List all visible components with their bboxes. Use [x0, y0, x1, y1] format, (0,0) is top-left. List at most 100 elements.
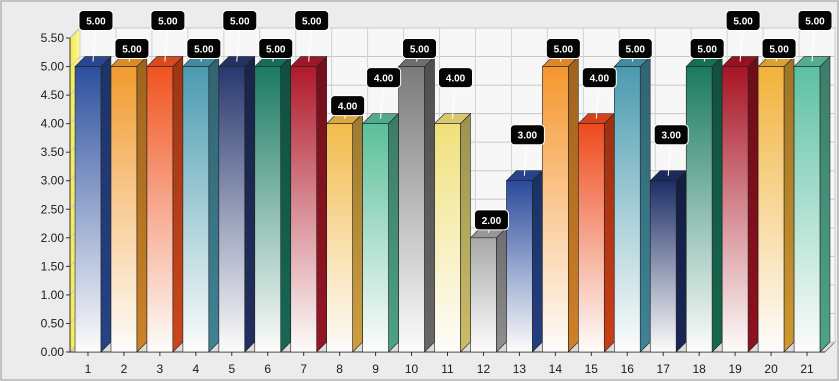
bar-front: [649, 180, 677, 353]
x-tick-label: 9: [372, 362, 379, 376]
data-label: 4.00: [330, 95, 366, 119]
x-tick-label: 17: [657, 362, 671, 376]
x-tick-label: 6: [264, 362, 271, 376]
bar: [577, 112, 615, 353]
y-tick-label: 1.50: [41, 259, 65, 273]
x-tick-label: 18: [692, 362, 706, 376]
bar: [218, 55, 256, 353]
bar-front: [757, 66, 785, 353]
data-label: 5.00: [222, 10, 258, 62]
x-tick-label: 4: [192, 362, 199, 376]
x-tick-label: 20: [764, 362, 778, 376]
y-tick-label: 5.00: [41, 60, 65, 74]
data-label: 5.00: [114, 38, 150, 62]
x-tick-label: 5: [228, 362, 235, 376]
data-label-box: [581, 67, 617, 89]
x-tick-label: 1: [85, 362, 92, 376]
bar-side: [532, 170, 543, 353]
bar: [290, 55, 328, 353]
data-label: 5.00: [725, 10, 761, 62]
bar-side: [819, 55, 831, 353]
bar-side: [424, 55, 435, 353]
bar-side: [711, 55, 723, 353]
data-label-box: [797, 10, 833, 32]
x-tick-label: 13: [513, 362, 527, 376]
data-label: 5.00: [294, 10, 330, 62]
data-label-text: 5.00: [194, 45, 214, 56]
x-tick-label: 8: [336, 362, 343, 376]
bar: [361, 112, 400, 353]
data-label-box: [222, 10, 258, 32]
data-label-text: 5.00: [158, 17, 178, 28]
x-tick-label: 10: [405, 362, 419, 376]
bar-side: [460, 112, 471, 353]
bar-front: [434, 123, 461, 353]
x-tick-label: 14: [549, 362, 563, 376]
bar-front: [506, 180, 533, 353]
data-label-box: [545, 38, 581, 60]
data-label-text: 5.00: [266, 45, 286, 56]
y-tick-label: 4.00: [41, 117, 65, 131]
data-label-text: 4.00: [446, 74, 466, 85]
data-label-box: [653, 124, 689, 146]
y-tick-label: 3.50: [41, 145, 65, 159]
bar: [325, 112, 364, 353]
bar: [254, 55, 292, 353]
data-label-box: [725, 10, 761, 32]
data-label-text: 4.00: [590, 74, 610, 85]
data-label-box: [761, 38, 797, 60]
data-label: 5.00: [150, 10, 186, 62]
bar-side: [280, 55, 291, 353]
bar-side: [675, 170, 687, 353]
x-tick-label: 16: [621, 362, 635, 376]
bar: [685, 55, 723, 353]
y-tick-label: 2.00: [41, 231, 65, 245]
x-tick-label: 21: [800, 362, 814, 376]
data-label-text: 5.00: [626, 45, 646, 56]
y-tick-label: 0.50: [41, 316, 65, 330]
data-label-box: [186, 38, 222, 60]
data-label: 4.00: [438, 67, 473, 119]
data-label: 5.00: [689, 38, 725, 62]
bar-front: [614, 66, 641, 353]
grid-line-diag: [69, 27, 81, 39]
bar-side: [136, 55, 148, 353]
x-tick-label: 2: [121, 362, 128, 376]
bar-front: [542, 66, 569, 353]
data-label-box: [294, 10, 330, 32]
bar: [146, 55, 184, 353]
bar-side: [603, 112, 615, 353]
x-tick-label: 7: [300, 362, 307, 376]
data-label-text: 4.00: [338, 102, 358, 113]
data-label-text: 4.00: [374, 74, 394, 85]
bar-front: [182, 66, 210, 353]
x-tick-label: 19: [728, 362, 742, 376]
data-label: 5.00: [797, 10, 833, 62]
data-label-box: [473, 209, 509, 231]
x-tick-label: 3: [157, 362, 164, 376]
data-label-box: [402, 38, 438, 60]
bar-side: [208, 55, 220, 353]
bar-front: [74, 66, 102, 353]
y-tick-label: 3.00: [41, 174, 65, 188]
y-tick-label: 4.50: [41, 88, 65, 102]
data-label: 4.00: [581, 67, 617, 119]
data-label: 3.00: [653, 124, 689, 176]
bar-side: [639, 55, 651, 353]
bar-front: [146, 66, 174, 353]
grid-line-diag: [69, 56, 81, 67]
bar: [182, 55, 220, 353]
bar: [541, 55, 580, 353]
bar-side: [316, 55, 327, 353]
bar-side: [496, 227, 507, 353]
data-label: 4.00: [366, 67, 402, 119]
bar: [505, 170, 544, 353]
data-label-box: [114, 38, 150, 60]
data-label-text: 5.00: [554, 45, 574, 56]
data-label-box: [78, 10, 114, 32]
data-label-text: 5.00: [410, 45, 430, 56]
bar-front: [362, 123, 389, 353]
data-label: 5.00: [545, 38, 581, 62]
